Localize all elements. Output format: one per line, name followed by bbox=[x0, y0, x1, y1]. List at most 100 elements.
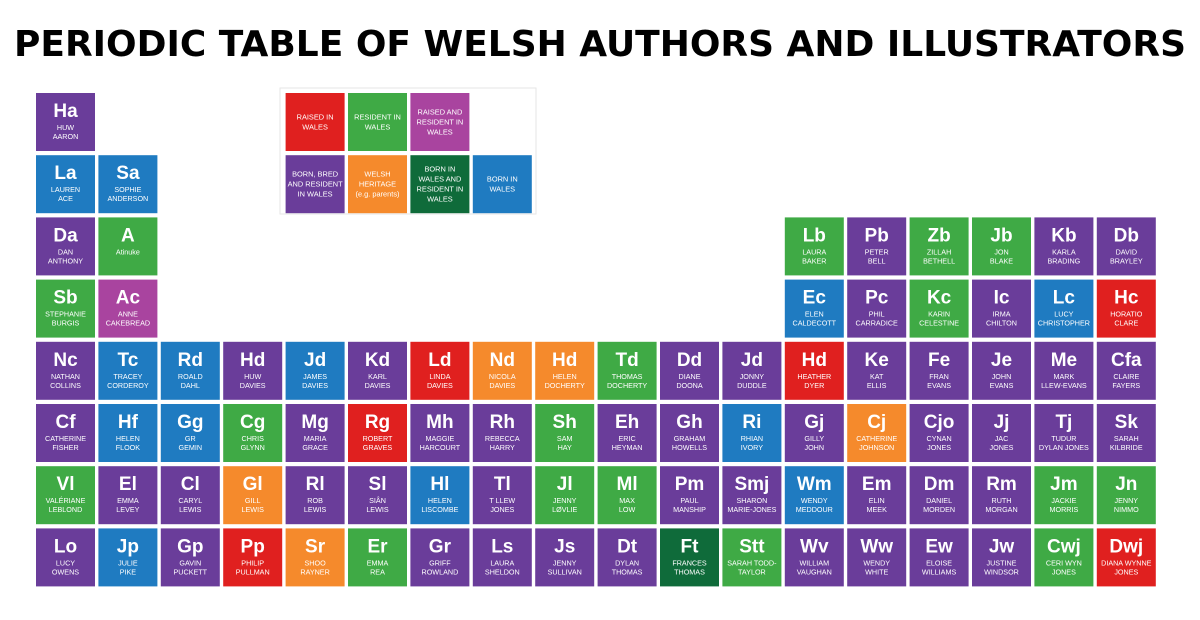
element-name: RAYNER bbox=[300, 567, 329, 576]
element-name: LLEW-EVANS bbox=[1041, 381, 1087, 390]
element-cell bbox=[160, 466, 220, 525]
element-name: WHITE bbox=[865, 567, 888, 576]
legend-swatch bbox=[410, 155, 470, 214]
element-name: MORDEN bbox=[923, 505, 955, 514]
legend-swatch bbox=[285, 155, 345, 214]
element-name: HAY bbox=[558, 443, 572, 452]
element-symbol: Dm bbox=[924, 474, 955, 495]
element-cell bbox=[847, 279, 907, 338]
element-symbol: Rm bbox=[986, 474, 1017, 495]
element-symbol: Jp bbox=[117, 536, 139, 557]
element-name: JULIE bbox=[118, 558, 138, 567]
legend-label: WALES bbox=[302, 123, 328, 132]
element-cell bbox=[847, 404, 907, 462]
element-name: COLLINS bbox=[50, 381, 81, 390]
element-cell bbox=[597, 466, 657, 525]
element-name: STEPHANIE bbox=[45, 310, 86, 319]
element-cell bbox=[1096, 528, 1156, 587]
element-name: LAURA bbox=[490, 558, 514, 567]
title: PERIODIC TABLE OF WELSH AUTHORS AND ILLU… bbox=[14, 24, 1186, 65]
element-symbol: Ri bbox=[742, 412, 761, 433]
element-symbol: Sl bbox=[369, 474, 387, 495]
element-name: BLAKE bbox=[990, 256, 1013, 265]
element-name: LUCY bbox=[56, 558, 75, 567]
element-symbol: Zb bbox=[927, 225, 950, 246]
element-cell bbox=[660, 404, 719, 462]
element-symbol: Cg bbox=[240, 412, 265, 433]
element-name: HOWELLS bbox=[672, 443, 707, 452]
element-symbol: Ke bbox=[865, 350, 889, 371]
element-name: MORRIS bbox=[1050, 505, 1079, 514]
element-symbol: La bbox=[54, 163, 77, 184]
element-name: MANSHIP bbox=[673, 505, 706, 514]
element-cell bbox=[972, 404, 1031, 462]
element-cell bbox=[285, 341, 345, 400]
element-cell bbox=[1034, 279, 1094, 338]
legend-swatch bbox=[410, 93, 470, 151]
element-cell bbox=[909, 528, 969, 587]
element-name: ANDERSON bbox=[108, 194, 149, 203]
element-symbol: Ft bbox=[681, 536, 700, 557]
element-name: GR bbox=[185, 434, 196, 443]
element-symbol: Nd bbox=[490, 350, 515, 371]
element-cell bbox=[98, 155, 158, 214]
element-cell bbox=[410, 341, 470, 400]
element-name: MEDDOUR bbox=[796, 505, 833, 514]
element-name: PETER bbox=[865, 247, 889, 256]
element-name: SOPHIE bbox=[114, 185, 141, 194]
element-symbol: Db bbox=[1114, 225, 1139, 246]
element-cell bbox=[98, 466, 158, 525]
element-symbol: Gj bbox=[804, 412, 824, 433]
element-name: CLAIRE bbox=[1113, 372, 1139, 381]
element-name: SARAH bbox=[1114, 434, 1139, 443]
element-symbol: Kd bbox=[365, 350, 390, 371]
element-name: CYNAN bbox=[927, 434, 952, 443]
element-symbol: Hd bbox=[552, 350, 577, 371]
element-name: RUTH bbox=[992, 496, 1012, 505]
element-name: EVANS bbox=[927, 381, 951, 390]
legend-swatch bbox=[285, 93, 345, 151]
legend-label: (e.g. parents) bbox=[356, 190, 400, 199]
element-name: GRAHAM bbox=[674, 434, 706, 443]
element-cell bbox=[1096, 404, 1156, 462]
element-symbol: Dwj bbox=[1109, 536, 1143, 557]
element-symbol: Hc bbox=[1114, 288, 1139, 309]
element-name: WINDSOR bbox=[984, 567, 1019, 576]
element-name: DAHL bbox=[181, 381, 200, 390]
element-cell bbox=[909, 217, 969, 276]
element-cell bbox=[348, 404, 407, 462]
element-symbol: Cl bbox=[181, 474, 200, 495]
element-name: WENDY bbox=[863, 558, 890, 567]
element-name: OWENS bbox=[52, 567, 79, 576]
element-cell bbox=[223, 466, 283, 525]
element-name: DAVID bbox=[1116, 247, 1137, 256]
element-symbol: Ec bbox=[803, 288, 827, 309]
element-symbol: Jl bbox=[557, 474, 573, 495]
legend-label: IN WALES bbox=[298, 190, 333, 199]
element-name: FAYERS bbox=[1112, 381, 1140, 390]
element-name: DAN bbox=[58, 247, 73, 256]
element-name: DYER bbox=[804, 381, 824, 390]
element-cell bbox=[909, 404, 969, 462]
element-name: LUCY bbox=[1054, 310, 1073, 319]
element-cell bbox=[1096, 341, 1156, 400]
element-name: ANTHONY bbox=[48, 256, 83, 265]
element-name: LEWIS bbox=[242, 505, 265, 514]
element-name: DUDDLE bbox=[737, 381, 767, 390]
legend-label: RESIDENT IN bbox=[354, 113, 401, 122]
element-cell bbox=[784, 217, 844, 276]
element-name: JOHN bbox=[805, 443, 825, 452]
element-symbol: Stt bbox=[739, 536, 765, 557]
element-name: IVORY bbox=[741, 443, 763, 452]
element-name: JONES bbox=[927, 443, 951, 452]
element-name: MARIE-JONES bbox=[727, 505, 776, 514]
element-symbol: Pb bbox=[865, 225, 889, 246]
element-name: BRAYLEY bbox=[1110, 256, 1143, 265]
element-name: CARRADICE bbox=[856, 319, 899, 328]
element-name: HELEN bbox=[553, 372, 577, 381]
legend-label: RAISED AND bbox=[418, 108, 463, 117]
element-name: IRMA bbox=[993, 310, 1011, 319]
element-symbol: Td bbox=[615, 350, 638, 371]
element-name: ACE bbox=[58, 194, 73, 203]
element-name: PIKE bbox=[120, 567, 137, 576]
